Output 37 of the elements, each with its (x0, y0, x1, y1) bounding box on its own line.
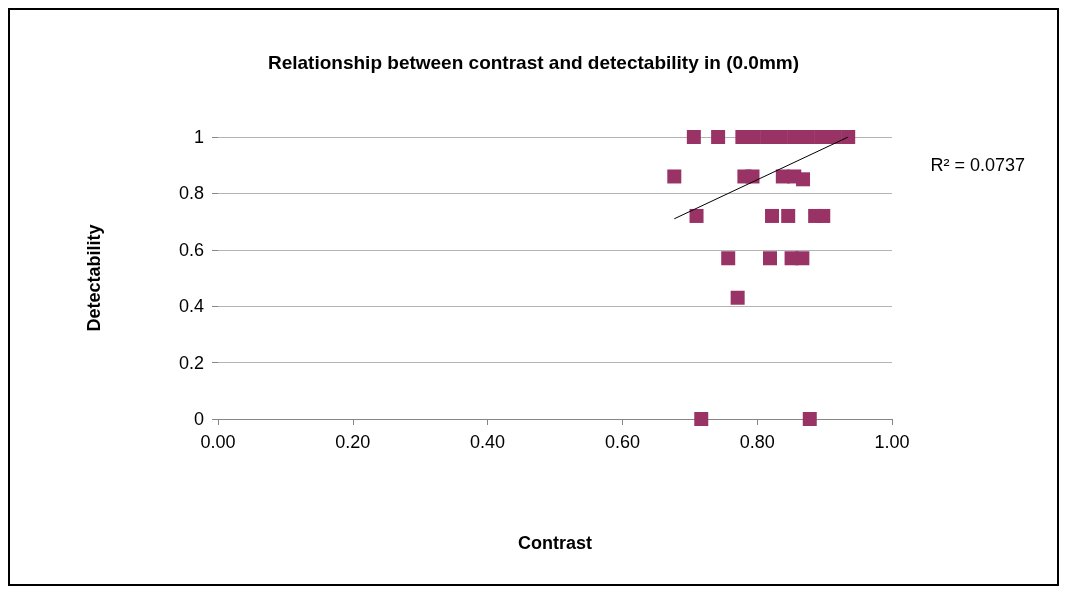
point (800, 130, 815, 144)
y-tick-label: 0.8 (178, 183, 204, 204)
point (763, 251, 778, 266)
point (721, 251, 736, 266)
x-tick-label: 0.20 (335, 432, 371, 452)
point (686, 130, 701, 144)
point (694, 412, 709, 426)
y-tick-label: 0.2 (178, 352, 204, 373)
point (841, 130, 856, 144)
point (796, 172, 811, 187)
point (781, 208, 796, 223)
point (802, 412, 817, 426)
y-tick-label: 0.4 (178, 296, 204, 317)
y-tick-label: 0 (193, 409, 204, 429)
text: R² = 0.0737 (930, 155, 1025, 175)
x-tick-label: 0.00 (200, 432, 236, 452)
point (795, 251, 810, 266)
point (760, 130, 775, 144)
x-tick-label: 1.00 (874, 432, 910, 452)
point (816, 208, 831, 223)
point (745, 169, 760, 184)
chart-title: Relationship between contrast and detectability in (0.0mm) (267, 52, 800, 73)
point (765, 208, 780, 223)
point (773, 130, 788, 144)
point (730, 290, 745, 305)
x-axis-title: Contrast (517, 533, 593, 553)
x-tick-label: 0.60 (604, 432, 640, 452)
y-axis-title: Detectability (84, 224, 104, 332)
point (689, 208, 704, 223)
x-tick-label: 0.40 (470, 432, 506, 452)
point (787, 130, 802, 144)
point (711, 130, 726, 144)
y-tick-label: 0.6 (178, 239, 204, 260)
y-tick-label: 1 (193, 127, 204, 147)
point (667, 169, 682, 184)
point (814, 130, 829, 144)
x-tick-label: 0.80 (739, 432, 775, 452)
